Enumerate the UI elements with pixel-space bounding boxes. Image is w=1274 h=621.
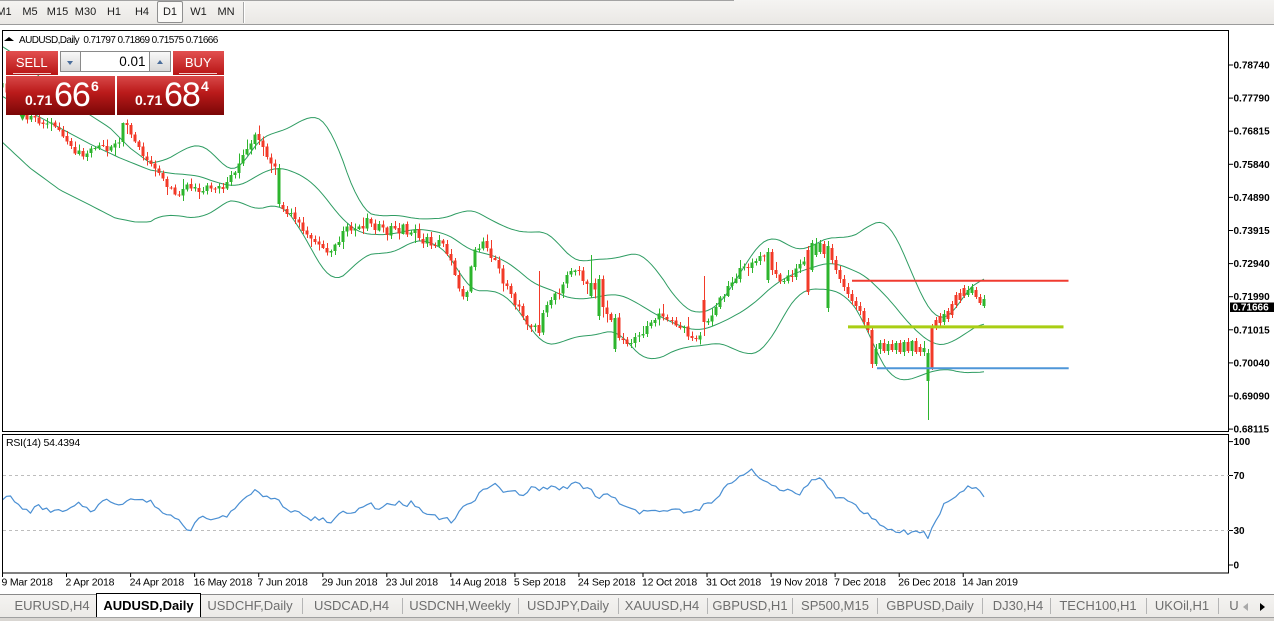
- svg-text:30: 30: [1234, 526, 1246, 537]
- svg-text:0.78740: 0.78740: [1234, 61, 1271, 72]
- svg-text:0: 0: [1234, 561, 1240, 572]
- svg-text:0.76815: 0.76815: [1234, 127, 1271, 138]
- svg-text:7 Dec 2018: 7 Dec 2018: [834, 577, 886, 589]
- svg-text:23 Jul 2018: 23 Jul 2018: [386, 577, 438, 589]
- svg-text:70: 70: [1234, 471, 1246, 482]
- svg-text:29 Jun 2018: 29 Jun 2018: [322, 577, 378, 589]
- svg-text:0.71015: 0.71015: [1234, 325, 1271, 336]
- svg-text:0.77790: 0.77790: [1234, 94, 1271, 105]
- svg-text:16 May 2018: 16 May 2018: [194, 577, 253, 589]
- svg-text:31 Oct 2018: 31 Oct 2018: [706, 577, 761, 589]
- svg-text:0.70040: 0.70040: [1234, 358, 1271, 369]
- svg-text:24 Sep 2018: 24 Sep 2018: [578, 577, 636, 589]
- svg-text:7 Jun 2018: 7 Jun 2018: [258, 577, 308, 589]
- svg-text:0.74890: 0.74890: [1234, 193, 1271, 204]
- svg-text:0.73915: 0.73915: [1234, 226, 1271, 237]
- svg-text:0.75840: 0.75840: [1234, 160, 1271, 171]
- svg-text:19 Nov 2018: 19 Nov 2018: [770, 577, 828, 589]
- svg-text:9 Mar 2018: 9 Mar 2018: [2, 577, 53, 589]
- svg-text:0.71990: 0.71990: [1234, 292, 1271, 303]
- svg-text:0.72940: 0.72940: [1234, 259, 1271, 270]
- svg-text:100: 100: [1234, 437, 1251, 448]
- svg-text:0.68115: 0.68115: [1234, 425, 1270, 436]
- svg-text:24 Apr 2018: 24 Apr 2018: [130, 577, 185, 589]
- svg-text:0.71666: 0.71666: [1233, 303, 1270, 314]
- svg-text:14 Jan 2019: 14 Jan 2019: [962, 577, 1018, 589]
- svg-text:0.69090: 0.69090: [1234, 392, 1271, 403]
- svg-text:5 Sep 2018: 5 Sep 2018: [514, 577, 566, 589]
- svg-text:26 Dec 2018: 26 Dec 2018: [898, 577, 956, 589]
- svg-text:2 Apr 2018: 2 Apr 2018: [66, 577, 115, 589]
- svg-text:12 Oct 2018: 12 Oct 2018: [642, 577, 697, 589]
- svg-text:14 Aug 2018: 14 Aug 2018: [450, 577, 507, 589]
